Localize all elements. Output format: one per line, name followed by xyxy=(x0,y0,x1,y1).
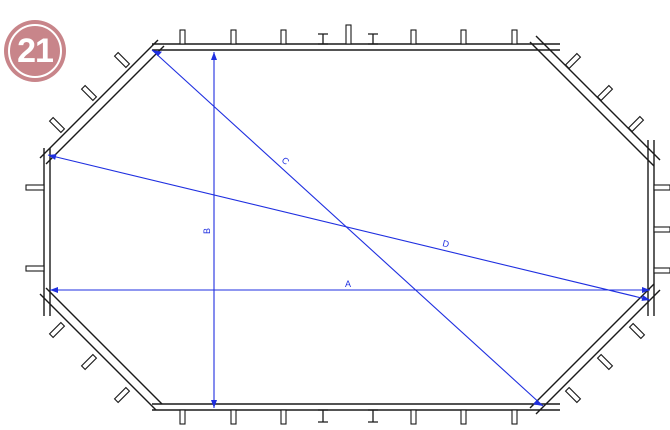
dimension-a-arrow-end xyxy=(642,287,650,293)
bottom-posts xyxy=(179,409,518,425)
post-bottom-5 xyxy=(460,409,467,425)
post-diag-tr-2 xyxy=(596,84,614,102)
badge-ring xyxy=(8,24,62,78)
dimension-lines: A B C D xyxy=(47,49,651,408)
dimension-b-label: B xyxy=(202,228,212,234)
post-top-5 xyxy=(410,29,417,45)
post-diag-tl-2 xyxy=(80,84,98,102)
step-number-badge: 21 xyxy=(4,20,66,82)
dimension-c-label: C xyxy=(280,155,292,167)
frame-outline xyxy=(39,35,661,415)
dimension-b-arrow-end xyxy=(211,400,217,408)
ibeam-top-left xyxy=(318,33,328,45)
post-right-3 xyxy=(653,267,670,274)
post-top-6 xyxy=(460,29,467,45)
dimension-a-arrow-start xyxy=(50,287,58,293)
post-bottom-6 xyxy=(511,409,518,425)
post-bottom-1 xyxy=(179,409,186,425)
post-right-2 xyxy=(653,226,670,233)
top-posts xyxy=(179,24,518,45)
ibeam-bottom-right xyxy=(368,409,378,423)
post-diag-bl-1 xyxy=(48,321,66,339)
post-left-1 xyxy=(25,184,45,191)
post-diag-br-1 xyxy=(564,386,582,404)
step-number: 21 xyxy=(17,31,54,70)
post-diag-bl-2 xyxy=(80,353,98,371)
post-diag-tl-3 xyxy=(48,116,66,134)
post-top-3 xyxy=(280,29,287,45)
dimension-d-arrow-end xyxy=(641,295,650,301)
dimension-d-line xyxy=(47,154,651,301)
ibeam-top-right xyxy=(368,33,378,45)
post-bottom-3 xyxy=(280,409,287,425)
dimension-c-arrow-end xyxy=(533,399,543,406)
post-diag-br-2 xyxy=(596,353,614,371)
post-top-1 xyxy=(179,29,186,45)
post-bottom-4 xyxy=(410,409,417,425)
dimension-c-line xyxy=(151,49,544,407)
dimension-d-label: D xyxy=(442,238,451,249)
dimension-c-arrow-start xyxy=(152,50,162,57)
diagonal-posts xyxy=(48,51,646,404)
post-top-2 xyxy=(230,29,237,45)
post-top-7 xyxy=(511,29,518,45)
post-diag-br-3 xyxy=(628,322,646,340)
dimension-d-arrow-start xyxy=(48,154,57,160)
post-diag-tr-1 xyxy=(564,52,582,70)
post-diag-tl-1 xyxy=(113,51,131,69)
post-bottom-2 xyxy=(230,409,237,425)
dimension-b-arrow-start xyxy=(211,52,217,60)
post-right-1 xyxy=(653,184,670,191)
post-top-4 xyxy=(345,24,352,45)
post-diag-tr-3 xyxy=(627,115,645,133)
dimension-a-label: A xyxy=(345,279,351,289)
post-left-2 xyxy=(25,265,45,272)
ibeam-bottom-left xyxy=(318,409,328,423)
post-diag-bl-3 xyxy=(113,386,131,404)
side-posts xyxy=(25,184,670,274)
